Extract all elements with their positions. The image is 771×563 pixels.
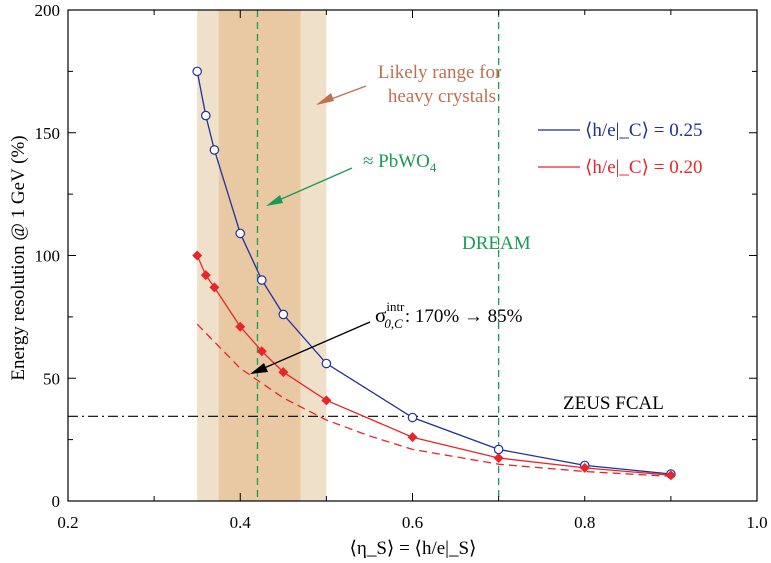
x-tick-label-4: 1.0: [746, 513, 767, 532]
y-tick-label-1: 50: [43, 369, 60, 388]
likely-range-arrowhead: [316, 93, 334, 105]
series-1-point-2: [209, 282, 220, 293]
sigma-symbol: σ: [375, 303, 386, 327]
legend: ⟨h/e|_C⟩ = 0.25 ⟨h/e|_C⟩ = 0.20: [538, 120, 702, 178]
legend-label-red: ⟨h/e|_C⟩ = 0.20: [585, 157, 702, 178]
series-0-point-6: [321, 358, 332, 369]
x-tick-label-0: 0.2: [57, 513, 78, 532]
y-axis-title: Energy resolution @ 1 GeV (%): [8, 135, 29, 380]
data-series: [192, 66, 676, 481]
likely-range-line-1: Likely range for: [378, 62, 502, 83]
series-1-point-5: [278, 367, 289, 378]
series-0-point-5: [278, 309, 289, 320]
series-0-point-7: [407, 412, 418, 423]
sigma-arrow: [254, 321, 371, 373]
x-tick-label-3: 0.8: [574, 513, 595, 532]
series-0-point-4: [256, 275, 267, 285]
series-0-point-2: [209, 145, 220, 155]
x-axis-title-text: ⟨η_S⟩ = ⟨h/e|_S⟩: [350, 538, 477, 559]
series-1-point-4: [256, 346, 267, 357]
sigma-intr-label: σintr 0,C: 170% → 85%: [375, 299, 523, 331]
series-1-point-9: [579, 462, 590, 473]
axis-ticks: 0.2 0.4 0.6 0.8 1.0 0 50 100 150 200: [35, 1, 768, 532]
y-tick-label-0: 0: [52, 492, 61, 511]
reference-lines: [68, 10, 757, 501]
likely-range-line-2: heavy crystals: [388, 86, 496, 107]
sigma-values: : 170% → 85%: [405, 306, 523, 327]
series-0-point-1: [201, 110, 211, 121]
sigma-superscript: intr: [386, 299, 405, 314]
band-1: [218, 10, 301, 501]
likely-range-label: Likely range for heavy crystals: [378, 62, 506, 107]
legend-label-blue: ⟨h/e|_C⟩ = 0.25: [585, 120, 702, 141]
series-0-point-8: [493, 444, 504, 455]
pbwo4-subscript: 4: [430, 160, 437, 175]
series-1-point-6: [321, 395, 332, 406]
series-1-point-10: [665, 470, 676, 481]
series-1-point-3: [235, 321, 246, 332]
series-1-point-1: [200, 270, 211, 281]
x-axis-title: ⟨η_S⟩ = ⟨h/e|_S⟩: [350, 538, 477, 559]
pbwo4-arrowhead: [266, 195, 283, 206]
sigma-subscript: 0,C: [384, 316, 403, 331]
dream-label: DREAM: [462, 233, 531, 254]
plot-frame: [67, 9, 758, 502]
x-tick-label-2: 0.6: [402, 513, 423, 532]
series-1-point-7: [407, 432, 418, 443]
series-1-point-8: [493, 453, 504, 464]
pbwo4-arrow: [269, 167, 353, 205]
pbwo4-label: ≈ PbWO4: [363, 151, 437, 175]
y-tick-label-2: 100: [35, 247, 61, 266]
series-1-point-0: [192, 250, 203, 261]
x-tick-label-1: 0.4: [230, 513, 252, 532]
y-tick-label-3: 150: [35, 124, 61, 143]
zeus-fcal-label: ZEUS FCAL: [563, 393, 664, 414]
series-line-2: [196, 323, 671, 478]
sigma-arrowhead: [250, 363, 268, 374]
series-0-point-3: [235, 228, 246, 239]
y-tick-label-4: 200: [35, 1, 61, 20]
pbwo4-text: ≈ PbWO: [363, 151, 430, 172]
crystal-range-bands: [197, 10, 327, 501]
series-0-point-0: [192, 66, 202, 77]
